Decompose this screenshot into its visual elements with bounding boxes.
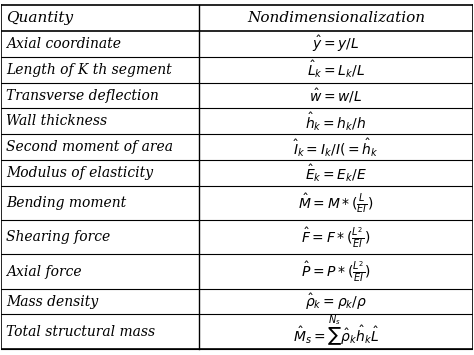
Bar (1, 5, 473, 31)
Text: Axial force: Axial force (6, 264, 82, 279)
Text: Wall thickness: Wall thickness (6, 114, 107, 129)
Text: Axial coordinate: Axial coordinate (6, 37, 121, 51)
Text: Second moment of area: Second moment of area (6, 140, 173, 154)
Text: $\hat{\rho}_k = \rho_k/\rho$: $\hat{\rho}_k = \rho_k/\rho$ (305, 291, 367, 312)
Text: Mass density: Mass density (6, 295, 98, 308)
Text: $\hat{L}_k = L_k/L$: $\hat{L}_k = L_k/L$ (307, 59, 365, 81)
Text: $\hat{E}_k = E_k/E$: $\hat{E}_k = E_k/E$ (305, 162, 367, 184)
Text: Shearing force: Shearing force (6, 230, 110, 244)
Text: Total structural mass: Total structural mass (6, 324, 155, 339)
Text: Modulus of elasticity: Modulus of elasticity (6, 166, 153, 180)
Text: $\hat{P} = P*(\frac{L^2}{EI})$: $\hat{P} = P*(\frac{L^2}{EI})$ (301, 260, 371, 284)
Text: Transverse deflection: Transverse deflection (6, 88, 159, 103)
Text: Bending moment: Bending moment (6, 196, 127, 210)
Text: Nondimensionalization: Nondimensionalization (247, 11, 425, 25)
Text: $\hat{M}_s = \sum^{N_s} \hat{\rho}_k \hat{h}_k \hat{L}$: $\hat{M}_s = \sum^{N_s} \hat{\rho}_k \ha… (293, 314, 379, 349)
Text: Quantity: Quantity (6, 11, 73, 25)
Text: Length of K th segment: Length of K th segment (6, 62, 172, 77)
Text: $\hat{F} = F*(\frac{L^2}{EI})$: $\hat{F} = F*(\frac{L^2}{EI})$ (301, 225, 371, 250)
Text: $\hat{y} = y/L$: $\hat{y} = y/L$ (312, 34, 360, 54)
Text: $\hat{I}_k = I_k/I(=\hat{h}_k$: $\hat{I}_k = I_k/I(=\hat{h}_k$ (293, 136, 379, 159)
Text: $\hat{h}_k = h_k/h$: $\hat{h}_k = h_k/h$ (305, 110, 366, 133)
Text: $\hat{M} = M*(\frac{L}{EI})$: $\hat{M} = M*(\frac{L}{EI})$ (298, 191, 374, 215)
Text: $\hat{w} = w/L$: $\hat{w} = w/L$ (310, 86, 363, 105)
